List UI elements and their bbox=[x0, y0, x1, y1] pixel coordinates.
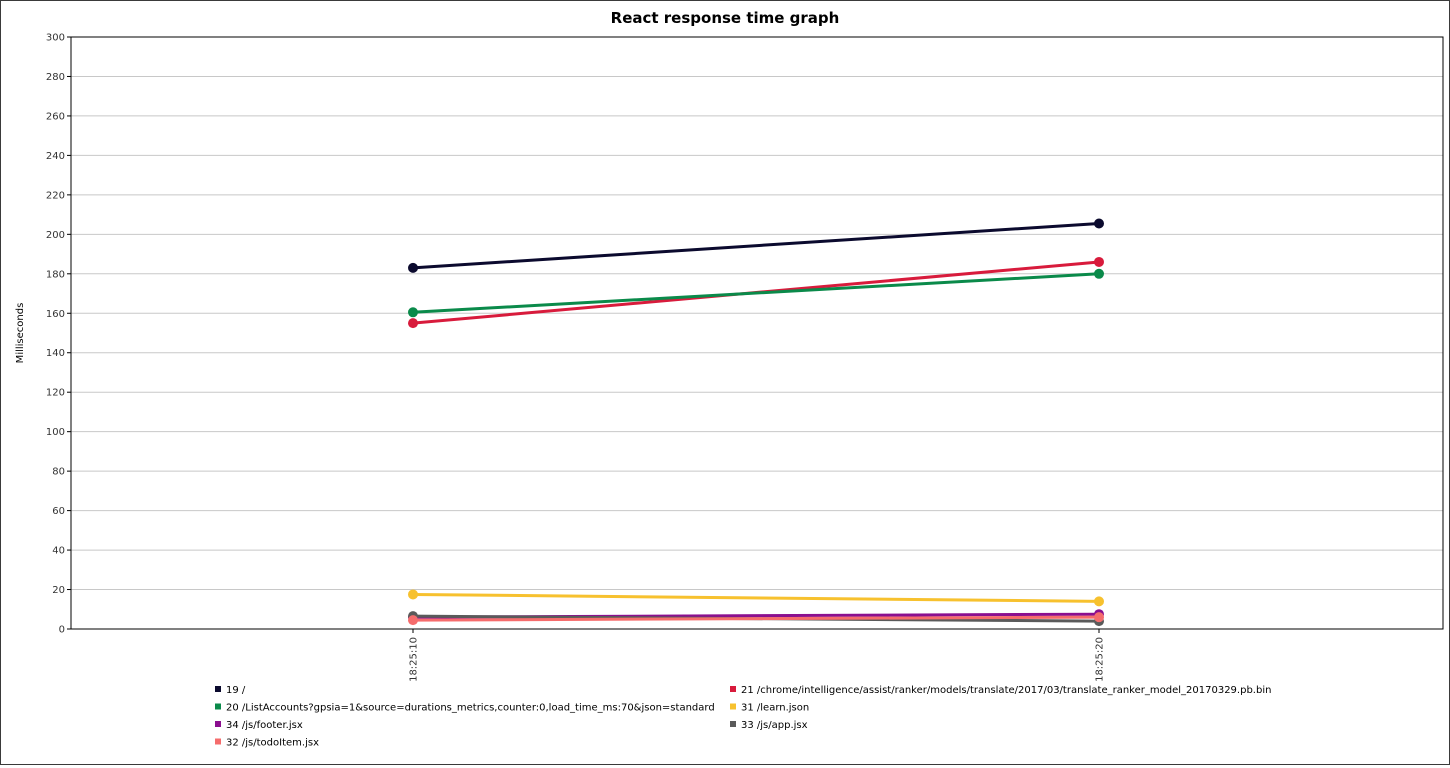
legend-label: 33 /js/app.jsx bbox=[741, 720, 808, 731]
x-tick-label: 18:25:20 bbox=[1095, 637, 1106, 682]
y-tick-label: 100 bbox=[46, 427, 65, 438]
legend-label: 34 /js/footer.jsx bbox=[226, 720, 303, 731]
plot-area bbox=[70, 36, 1444, 630]
y-tick-label: 0 bbox=[59, 625, 65, 636]
y-tick-label: 240 bbox=[46, 151, 65, 162]
legend-label: 21 /chrome/intelligence/assist/ranker/mo… bbox=[741, 685, 1271, 696]
series-lines bbox=[408, 218, 1104, 627]
grid-lines bbox=[71, 36, 1443, 591]
y-tick-label: 80 bbox=[52, 467, 65, 478]
legend-label: 19 / bbox=[226, 685, 246, 696]
series-line bbox=[412, 221, 1100, 270]
chart-title: React response time graph bbox=[611, 9, 840, 27]
data-point bbox=[408, 589, 418, 600]
data-point bbox=[1094, 596, 1104, 607]
legend-item: 19 / bbox=[215, 685, 246, 696]
series-3 bbox=[408, 268, 1104, 318]
legend-swatch bbox=[215, 721, 221, 727]
legend-swatch bbox=[730, 721, 736, 727]
legend-swatch bbox=[215, 686, 221, 692]
y-tick-label: 140 bbox=[46, 348, 65, 359]
legend-swatch bbox=[730, 686, 736, 692]
legend-item: 32 /js/todoItem.jsx bbox=[215, 738, 319, 749]
y-tick-label: 180 bbox=[46, 269, 65, 280]
legend-swatch bbox=[730, 703, 736, 710]
legend-swatch bbox=[215, 703, 221, 710]
y-tick-label: 40 bbox=[52, 546, 65, 557]
y-tick-label: 120 bbox=[46, 388, 65, 399]
legend-swatch bbox=[215, 738, 221, 745]
series-line bbox=[412, 592, 1100, 603]
legend-label: 20 /ListAccounts?gpsia=1&source=duration… bbox=[226, 703, 715, 714]
legend-label: 31 /learn.json bbox=[741, 703, 809, 714]
legend-item: 31 /learn.json bbox=[730, 703, 809, 714]
y-axis-label: Milliseconds bbox=[15, 303, 26, 364]
y-axis-ticks: 0 20 40 60 80 100 120 140 160 180 200 220 240 260 280 3… bbox=[46, 33, 71, 636]
y-tick-label: 260 bbox=[46, 111, 65, 122]
data-point bbox=[408, 262, 418, 273]
legend-item: 34 /js/footer.jsx bbox=[215, 720, 303, 731]
data-point bbox=[1094, 218, 1104, 229]
data-point bbox=[408, 307, 418, 318]
y-tick-label: 20 bbox=[52, 585, 65, 596]
series-4 bbox=[408, 589, 1104, 607]
legend-item: 33 /js/app.jsx bbox=[730, 720, 808, 731]
data-point bbox=[1094, 268, 1104, 279]
series-7 bbox=[408, 612, 1104, 626]
y-tick-label: 60 bbox=[52, 506, 65, 517]
data-point bbox=[1094, 612, 1104, 623]
y-tick-label: 200 bbox=[46, 230, 65, 241]
y-tick-label: 160 bbox=[46, 309, 65, 320]
x-axis-ticks: 18:25:10 18:25:20 bbox=[409, 629, 1106, 682]
legend: 19 / 21 /chrome/intelligence/assist/ranke… bbox=[215, 685, 1271, 749]
series-1 bbox=[408, 218, 1104, 273]
data-point bbox=[408, 615, 418, 626]
series-line bbox=[412, 272, 1100, 314]
legend-item: 21 /chrome/intelligence/assist/ranker/mo… bbox=[730, 685, 1271, 696]
y-tick-label: 280 bbox=[46, 72, 65, 83]
legend-item: 20 /ListAccounts?gpsia=1&source=duration… bbox=[215, 703, 715, 714]
y-tick-label: 300 bbox=[46, 33, 65, 44]
x-tick-label: 18:25:10 bbox=[409, 637, 420, 682]
data-point bbox=[1094, 256, 1104, 267]
data-point bbox=[408, 318, 418, 329]
series-line bbox=[412, 615, 1100, 622]
y-tick-label: 220 bbox=[46, 190, 65, 201]
legend-label: 32 /js/todoItem.jsx bbox=[226, 738, 319, 749]
